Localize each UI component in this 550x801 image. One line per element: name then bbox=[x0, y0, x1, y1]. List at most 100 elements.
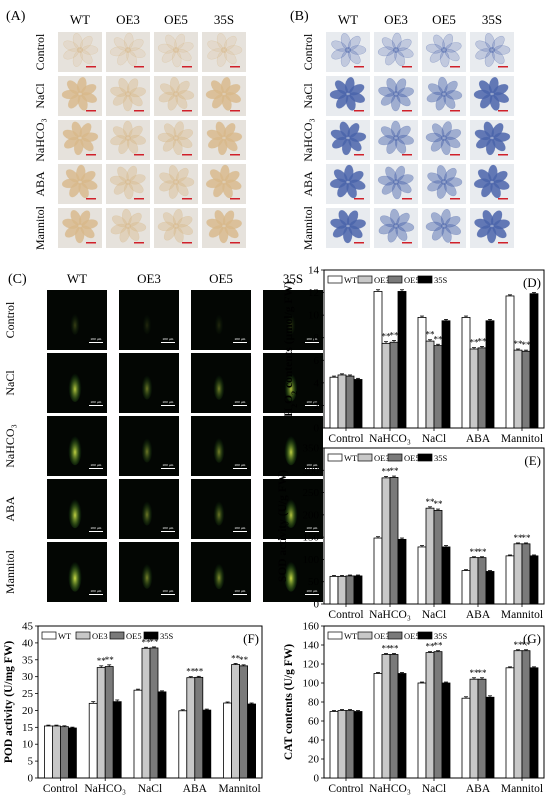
bar-oe3 bbox=[469, 557, 479, 605]
bar-35s bbox=[202, 709, 212, 779]
bar-35s bbox=[247, 703, 257, 779]
fluor-photo-cell: 200 μm bbox=[263, 416, 323, 476]
significance-marker: ** bbox=[382, 467, 392, 477]
bar-oe3 bbox=[469, 678, 479, 779]
scale-bar-label: 200 μm bbox=[307, 337, 318, 341]
nbt-col-oe5: OE5 bbox=[432, 12, 456, 27]
bar-35s bbox=[485, 696, 495, 779]
significance-marker: ** bbox=[434, 641, 444, 651]
chart-e-sod: 0 50 100 150 200 250 300 350 SOD activity (U/g F… bbox=[277, 443, 545, 621]
bar-oe5 bbox=[521, 543, 531, 605]
scale-bar-label: 200 μm bbox=[235, 589, 246, 593]
significance-marker: ** bbox=[470, 668, 480, 678]
scale-bar-label: 200 μm bbox=[235, 400, 246, 404]
chart-panel-label: (F) bbox=[243, 631, 259, 646]
scale-bar-label: 200 μm bbox=[307, 526, 318, 530]
bar-35s bbox=[485, 571, 495, 605]
dab-photo-cell bbox=[202, 120, 246, 160]
y-tick-label: 250 bbox=[303, 487, 320, 499]
legend-swatch-wt bbox=[327, 631, 343, 640]
fluor-photo-cell: 200 μm bbox=[191, 353, 251, 413]
y-tick-label: 35 bbox=[22, 654, 34, 666]
x-tick-label: Control bbox=[328, 433, 363, 445]
bar-wt bbox=[329, 376, 339, 429]
dab-photo-cell bbox=[58, 120, 102, 160]
significance-marker: ** bbox=[522, 340, 532, 350]
dab-photo-cell bbox=[202, 32, 246, 72]
bar-oe3 bbox=[52, 725, 61, 779]
fluor-row-label: NaHCO₃ bbox=[3, 424, 17, 468]
bar-oe5 bbox=[239, 665, 249, 779]
scale-bar-label: 200 μm bbox=[163, 526, 174, 530]
chart-panel-label: (G) bbox=[523, 631, 541, 646]
x-tick-label: Mannitol bbox=[501, 783, 543, 795]
legend-swatch-35s bbox=[417, 453, 433, 462]
bar-oe5 bbox=[521, 650, 531, 779]
x-tick-label: ABA bbox=[466, 433, 491, 445]
y-axis-label: SOD activity (U/g FW) bbox=[277, 470, 289, 582]
x-tick-label: NaCl bbox=[422, 433, 446, 445]
nbt-photo-cell bbox=[422, 164, 466, 204]
significance-marker: ** bbox=[97, 656, 107, 666]
significance-marker: ** bbox=[426, 330, 436, 340]
legend-label: OE3 bbox=[374, 631, 390, 641]
dab-row-label: Mannitol bbox=[33, 205, 47, 250]
bar-oe5 bbox=[477, 557, 487, 605]
fluor-col-oe5: OE5 bbox=[209, 271, 233, 286]
nbt-photo-cell bbox=[326, 208, 370, 248]
fluor-photo-cell: 200 μm bbox=[191, 542, 251, 602]
dab-photo-cell bbox=[154, 120, 198, 160]
bar-oe5 bbox=[345, 710, 355, 779]
dab-row-label: NaCl bbox=[33, 83, 47, 109]
scale-bar-label: 200 μm bbox=[163, 337, 174, 341]
legend-label: WT bbox=[344, 631, 358, 641]
scale-bar-label: 200 μm bbox=[307, 463, 318, 467]
dab-photo-cell bbox=[58, 76, 102, 116]
nbt-photo-cell bbox=[326, 120, 370, 160]
bar-oe3 bbox=[513, 543, 523, 605]
y-tick-label: 0 bbox=[314, 599, 320, 611]
y-tick-label: 0 bbox=[314, 423, 320, 435]
fluor-row-label: Control bbox=[3, 301, 17, 338]
fluor-photo-cell: 200 μm bbox=[119, 416, 179, 476]
bar-oe3 bbox=[337, 575, 347, 605]
chart-panel-label: (D) bbox=[523, 275, 541, 290]
significance-marker: ** bbox=[470, 338, 480, 348]
scale-bar-label: 200 μm bbox=[91, 400, 102, 404]
significance-marker: ** bbox=[105, 655, 115, 665]
bar-wt bbox=[505, 667, 515, 779]
panel-a-dab-photos: WT OE3 OE5 35S Control NaCl NaHCO₃ ABA Mannitol bbox=[33, 12, 246, 250]
legend-swatch-oe3 bbox=[75, 631, 91, 640]
fluor-photo-cell: 200 μm bbox=[191, 416, 251, 476]
scale-bar-label: 200 μm bbox=[91, 463, 102, 467]
bar-35s bbox=[397, 291, 407, 429]
nbt-photo-cell bbox=[470, 208, 514, 248]
dab-photo-cell bbox=[106, 76, 150, 116]
x-tick-label: NaHCO₃ bbox=[369, 609, 411, 621]
significance-marker: ** bbox=[434, 499, 444, 509]
dab-photo-cell bbox=[154, 32, 198, 72]
nbt-col-35s: 35S bbox=[482, 12, 502, 27]
significance-marker: ** bbox=[522, 533, 532, 543]
legend-label: 35S bbox=[434, 453, 448, 463]
nbt-photo-cell bbox=[326, 76, 370, 116]
significance-marker: ** bbox=[434, 334, 444, 344]
dab-col-35s: 35S bbox=[214, 12, 234, 27]
bar-wt bbox=[373, 537, 383, 605]
dab-photo-cell bbox=[106, 120, 150, 160]
legend-swatch-oe5 bbox=[387, 631, 403, 640]
legend-swatch-oe3 bbox=[357, 275, 373, 284]
legend-label: 35S bbox=[160, 631, 174, 641]
y-tick-label: 14 bbox=[308, 265, 320, 277]
fluor-photo-cell: 200 μm bbox=[47, 479, 107, 539]
bar-35s bbox=[68, 727, 77, 779]
scale-bar-label: 200 μm bbox=[307, 589, 318, 593]
nbt-photo-cell bbox=[326, 32, 370, 72]
significance-marker: ** bbox=[390, 331, 400, 341]
bar-oe5 bbox=[149, 647, 159, 779]
scale-bar-label: 200 μm bbox=[163, 400, 174, 404]
x-tick-label: ABA bbox=[466, 609, 491, 621]
y-tick-label: 150 bbox=[303, 532, 320, 544]
bar-wt bbox=[329, 575, 339, 605]
